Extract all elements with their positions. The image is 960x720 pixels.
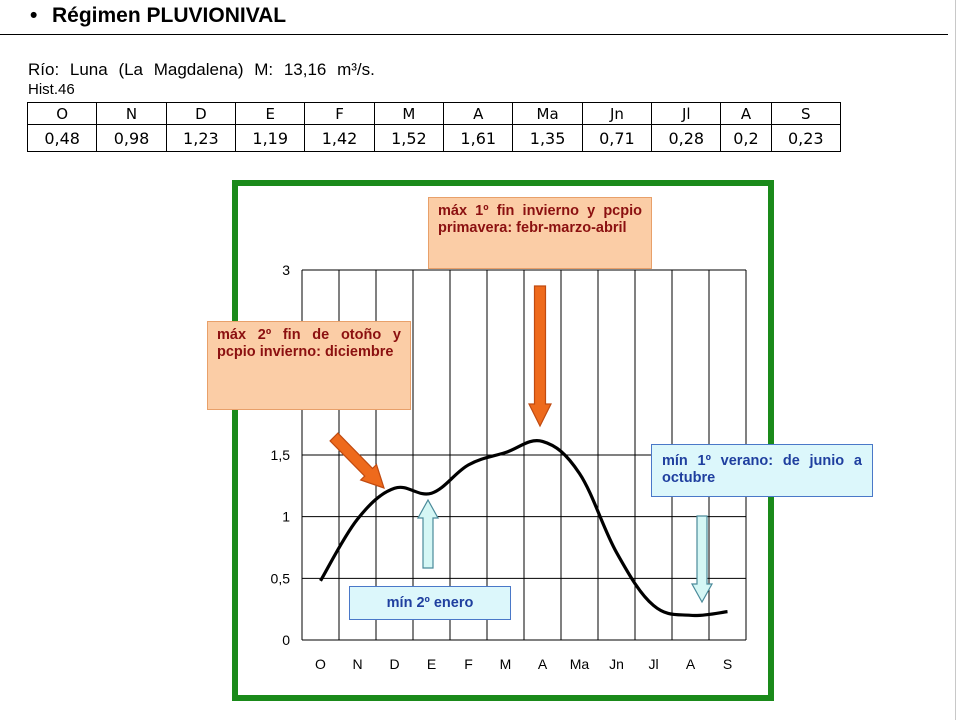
station-code: Hist.46 — [28, 81, 75, 98]
x-tick-label: Jl — [648, 656, 658, 672]
annotation-max-1: máx 1º fin invierno y pcpio primavera: f… — [428, 197, 652, 269]
y-tick-label: 0 — [282, 632, 290, 648]
x-tick-label: E — [427, 656, 436, 672]
x-tick-label: S — [723, 656, 732, 672]
y-tick-label: 0,5 — [271, 570, 291, 586]
table-value-cell: 0,48 — [26, 124, 98, 152]
monthly-flow-table: O N D E F M A Ma Jn Jl A S 0,48 0,98 1,23 1,19 1,42 1,52… — [26, 102, 842, 152]
x-tick-label: A — [686, 656, 696, 672]
table-header-row: O N D E F M A Ma Jn Jl A S — [26, 102, 842, 125]
title-divider — [0, 34, 948, 35]
y-tick-label: 3 — [282, 262, 290, 278]
x-tick-label: Jn — [609, 656, 624, 672]
table-value-cell: 1,19 — [235, 124, 306, 152]
table-header-cell: Jl — [651, 102, 722, 125]
x-tick-label: A — [538, 656, 548, 672]
arrow-min-2 — [416, 498, 440, 569]
x-tick-label: Ma — [570, 656, 590, 672]
slide-heading: • Régimen PLUVIONIVAL — [30, 4, 286, 28]
table-value-row: 0,48 0,98 1,23 1,19 1,42 1,52 1,61 1,35 0,71 0,28… — [26, 124, 842, 152]
table-value-cell: 0,2 — [720, 124, 772, 152]
table-value-cell: 1,61 — [443, 124, 514, 152]
arrow-max-1 — [528, 285, 552, 428]
slide-title: Régimen PLUVIONIVAL — [52, 4, 287, 27]
arrow-min-1 — [690, 515, 714, 604]
table-value-cell: 0,98 — [96, 124, 167, 152]
x-tick-label: M — [500, 656, 512, 672]
table-value-cell: 0,23 — [770, 124, 842, 152]
table-header-cell: Jn — [581, 102, 653, 125]
x-tick-label: F — [464, 656, 473, 672]
x-tick-label: D — [389, 656, 399, 672]
table-value-cell: 1,52 — [373, 124, 445, 152]
bullet: • — [30, 4, 38, 27]
river-info: Río: Luna (La Magdalena) M: 13,16 m³/s. — [28, 60, 375, 79]
table-value-cell: 1,35 — [512, 124, 583, 152]
page-edge — [955, 0, 956, 720]
annotation-min-2: mín 2º enero — [349, 586, 511, 620]
table-value-cell: 1,23 — [165, 124, 237, 152]
x-tick-label: O — [315, 656, 326, 672]
y-tick-label: 1,5 — [271, 447, 291, 463]
table-value-cell: 1,42 — [304, 124, 375, 152]
table-header-cell: S — [770, 102, 842, 125]
table-value-cell: 0,71 — [581, 124, 653, 152]
table-value-cell: 0,28 — [651, 124, 722, 152]
x-tick-label: N — [352, 656, 362, 672]
annotation-min-1: mín 1º verano: de junio a octubre — [651, 444, 873, 497]
arrow-max-2 — [329, 432, 385, 489]
y-tick-label: 1 — [282, 509, 290, 525]
annotation-max-2: máx 2º fin de otoño y pcpio invierno: di… — [207, 321, 411, 410]
